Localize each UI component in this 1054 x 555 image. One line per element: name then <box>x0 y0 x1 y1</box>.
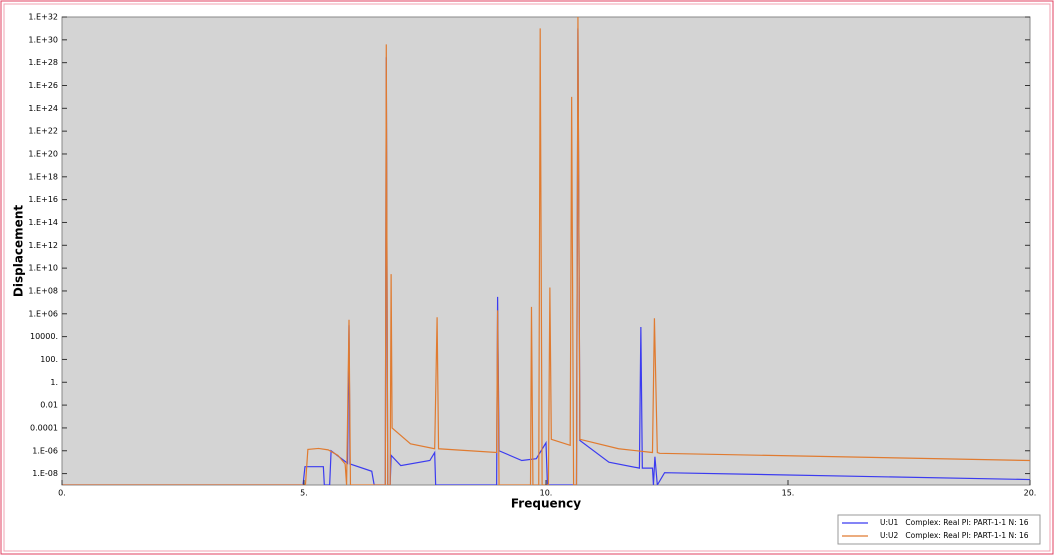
x-tick-label: 5. <box>300 489 308 498</box>
y-tick-label: 1.E+26 <box>28 81 58 90</box>
y-tick-label: 1.E+10 <box>28 264 58 273</box>
y-tick-label: 10000. <box>30 332 58 341</box>
y-tick-label: 1.E-08 <box>32 469 58 478</box>
plot-area <box>61 16 1031 486</box>
window-inner-border <box>3 3 1051 552</box>
y-tick-label: 1.E+20 <box>28 149 58 158</box>
x-tick-label: 0. <box>58 489 66 498</box>
legend-label: U:U2 Complex: Real PI: PART-1-1 N: 16 <box>880 531 1029 540</box>
y-tick-label: 1.E+22 <box>28 127 58 136</box>
y-tick-label: 1.E+16 <box>28 195 58 204</box>
y-tick-label: 100. <box>40 355 58 364</box>
y-tick-label: 1. <box>50 378 58 387</box>
legend <box>837 514 1041 545</box>
x-tick-label: 20. <box>1024 489 1037 498</box>
x-tick-label: 15. <box>782 489 795 498</box>
y-tick-label: 1.E+14 <box>28 218 58 227</box>
y-tick-label: 1.E+12 <box>28 241 58 250</box>
legend-label: U:U1 Complex: Real PI: PART-1-1 N: 16 <box>880 518 1029 527</box>
series-line <box>62 28 1030 485</box>
y-tick-label: 1.E+18 <box>28 172 58 181</box>
y-tick-label: 1.E+32 <box>28 13 58 22</box>
y-tick-label: 1.E+08 <box>28 286 58 295</box>
series-line <box>62 17 1030 485</box>
y-tick-label: 1.E+24 <box>28 104 58 113</box>
x-axis-title: Frequency <box>511 497 581 511</box>
y-tick-label: 1.E+30 <box>28 35 58 44</box>
y-tick-label: 0.0001 <box>30 423 58 432</box>
series-group <box>62 17 1030 485</box>
x-tick-label: 10. <box>540 489 553 498</box>
y-tick-label: 1.E+28 <box>28 58 58 67</box>
y-tick-label: 0.01 <box>40 401 58 410</box>
y-tick-label: 1.E+06 <box>28 309 58 318</box>
y-axis-title: Displacement <box>12 205 26 297</box>
y-tick-label: 1.E-06 <box>32 446 58 455</box>
